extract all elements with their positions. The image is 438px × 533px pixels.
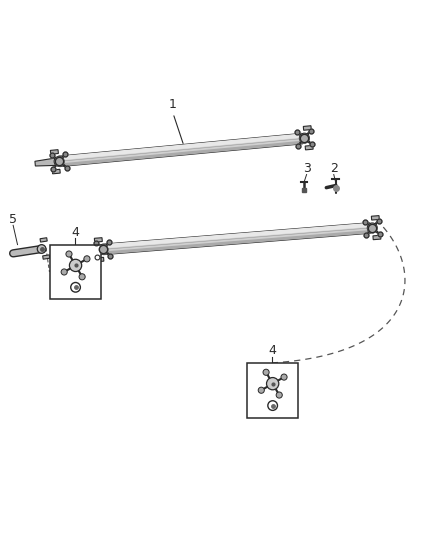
Circle shape (300, 133, 309, 143)
Polygon shape (35, 157, 60, 166)
Circle shape (258, 387, 265, 393)
Text: 5: 5 (9, 213, 17, 225)
Polygon shape (371, 216, 379, 220)
Circle shape (263, 369, 269, 375)
Circle shape (71, 282, 81, 292)
Circle shape (266, 377, 279, 390)
Circle shape (66, 251, 72, 257)
Polygon shape (42, 255, 50, 259)
Circle shape (61, 269, 67, 275)
Text: 1: 1 (169, 98, 177, 111)
Circle shape (37, 245, 46, 253)
Polygon shape (59, 133, 303, 167)
Polygon shape (59, 141, 303, 167)
Polygon shape (59, 133, 302, 160)
Circle shape (281, 374, 287, 380)
Polygon shape (94, 238, 102, 242)
Circle shape (367, 223, 377, 233)
Polygon shape (103, 230, 371, 255)
Circle shape (98, 245, 108, 254)
Circle shape (79, 274, 85, 280)
Polygon shape (373, 235, 381, 240)
Polygon shape (52, 169, 60, 174)
Text: 4: 4 (268, 344, 276, 357)
Circle shape (54, 157, 64, 166)
Polygon shape (102, 223, 370, 248)
Text: 3: 3 (303, 163, 311, 175)
Circle shape (69, 259, 82, 271)
Text: 2: 2 (330, 163, 338, 175)
Circle shape (268, 401, 277, 410)
Bar (50, 245, 101, 300)
Polygon shape (50, 150, 58, 154)
Circle shape (276, 392, 282, 398)
Polygon shape (303, 126, 311, 130)
Circle shape (84, 256, 90, 262)
Polygon shape (40, 238, 47, 242)
Polygon shape (96, 257, 104, 262)
Bar (247, 363, 298, 418)
Polygon shape (102, 223, 371, 255)
Polygon shape (305, 146, 313, 150)
Polygon shape (79, 246, 103, 254)
Text: 4: 4 (71, 226, 79, 239)
